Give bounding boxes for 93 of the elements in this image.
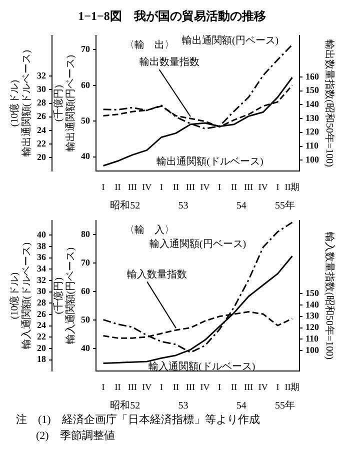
y2-tick-label: 40 [37, 229, 46, 240]
x-tick-label: III [128, 382, 137, 392]
y-tick-label: 60 [81, 80, 90, 90]
text: 55年 [274, 200, 295, 212]
x-tick-label: I [218, 182, 222, 192]
y2-tick-label: 26 [37, 111, 46, 122]
y3-tick-label: 130 [306, 310, 320, 321]
text: 〈輸 入〉 [124, 224, 174, 236]
y-tick-label: 50 [81, 115, 90, 126]
y3-tick-label: 150 [306, 288, 320, 298]
text: 注 (1) 経済企画庁「日本経済指標」等より作成 [15, 412, 261, 428]
y2-tick-label: 22 [37, 138, 46, 148]
y3-axis-title: 輸入数量指数(昭和50年=100) [323, 232, 336, 360]
y-tick-label: 70 [81, 257, 90, 268]
y-tick-label: 40 [81, 342, 90, 353]
text: 昭和52 [110, 200, 140, 212]
y-axis-title: (千億円) 輸入通関額(円ベース) [52, 247, 77, 344]
y3-tick-label: 110 [306, 140, 320, 151]
text: 昭和52 [110, 400, 140, 412]
y-tick-label: 80 [81, 228, 90, 239]
y-axis-title: (千億円) 輸出通関額(円ベース) [52, 54, 77, 152]
x-tick-label: IV [258, 182, 268, 192]
y3-tick-label: 160 [306, 71, 320, 82]
series-label: 輸出通関額(円ベース) [182, 34, 279, 46]
x-tick-label: III [244, 182, 254, 192]
text: 輸入数量指数 [127, 268, 188, 280]
y2-tick-label: 38 [37, 240, 46, 251]
x-tick-label: II期 [284, 182, 300, 192]
text: 54 [236, 200, 246, 212]
y-tick-label: 50 [81, 314, 90, 324]
y2-tick-label: 24 [37, 124, 46, 135]
x-tick-label: II [172, 182, 179, 192]
text: 53 [178, 200, 188, 212]
y3-tick-label: 110 [306, 334, 320, 344]
x-tick-label: I [160, 382, 163, 392]
x-tick-label: III [186, 182, 195, 192]
x-tick-label: I [160, 182, 163, 192]
x-tick-label: III [244, 382, 254, 392]
y2-tick-label: 28 [37, 98, 46, 108]
y-tick-label: 60 [81, 286, 90, 296]
x-tick-label: IV [200, 382, 210, 392]
x-tick-label: II [231, 382, 238, 392]
y3-tick-label: 120 [306, 322, 320, 332]
x-tick-label: II [114, 182, 121, 192]
y3-tick-label: 100 [306, 154, 320, 164]
y2-tick-label: 22 [37, 332, 46, 342]
y3-tick-label: 150 [306, 85, 320, 96]
x-tick-label: IV [200, 182, 210, 192]
y2-axis-title: (10億ドル) 輸出通関額(ドルベース) [8, 50, 33, 157]
x-tick-label: I [218, 382, 222, 392]
y3-tick-label: 100 [306, 344, 320, 355]
series-label: 輸入通関額(円ベース) [149, 238, 246, 250]
y2-tick-label: 20 [37, 152, 46, 162]
y2-tick-label: 24 [37, 320, 46, 330]
y-tick-label: 70 [81, 44, 90, 54]
y3-tick-label: 140 [306, 99, 320, 110]
y2-axis-title: (10億ドル) 輸入通関額(ドルベース) [8, 242, 33, 350]
y2-tick-label: 20 [37, 342, 46, 353]
y2-tick-label: 34 [37, 263, 46, 274]
text: 〈輸 出〉 [124, 39, 174, 52]
x-tick-label: III [186, 382, 195, 392]
x-tick-label: II [114, 382, 121, 392]
text: 53 [178, 400, 188, 412]
chart-title: 1−1−8図 我が国の貿易活動の推移 [77, 8, 267, 25]
x-tick-label: IV [142, 182, 152, 192]
y3-tick-label: 130 [306, 112, 320, 123]
x-tick-label: I [102, 182, 105, 192]
x-tick-label: II [172, 382, 179, 392]
x-tick-label: IV [258, 382, 268, 392]
x-tick-label: I [276, 182, 280, 192]
y-tick-label: 40 [81, 151, 90, 162]
text: 54 [236, 400, 246, 412]
y2-tick-label: 28 [37, 298, 46, 308]
text: (2) 季節調整値 [35, 428, 116, 444]
x-tick-label: II [231, 182, 238, 192]
y2-tick-label: 18 [37, 354, 46, 364]
y2-tick-label: 30 [37, 84, 46, 94]
y3-tick-label: 120 [306, 126, 320, 137]
y2-tick-label: 36 [37, 252, 46, 262]
y2-tick-label: 30 [37, 286, 46, 296]
x-tick-label: IV [142, 382, 152, 392]
x-tick-label: I [276, 382, 280, 392]
x-tick-label: III [128, 182, 137, 192]
text: 輸出数量指数 [139, 56, 200, 68]
x-tick-label: II期 [284, 382, 300, 392]
y2-tick-label: 26 [37, 308, 46, 319]
text: 55年 [274, 400, 295, 412]
y2-tick-label: 32 [37, 70, 46, 80]
series-label: 輸出通関額(ドルベース) [156, 155, 264, 168]
y2-tick-label: 32 [37, 274, 46, 285]
y3-axis-title: 輸出数量指数(昭和50年=100) [323, 40, 336, 167]
x-tick-label: I [102, 382, 105, 392]
y3-tick-label: 140 [306, 299, 320, 310]
